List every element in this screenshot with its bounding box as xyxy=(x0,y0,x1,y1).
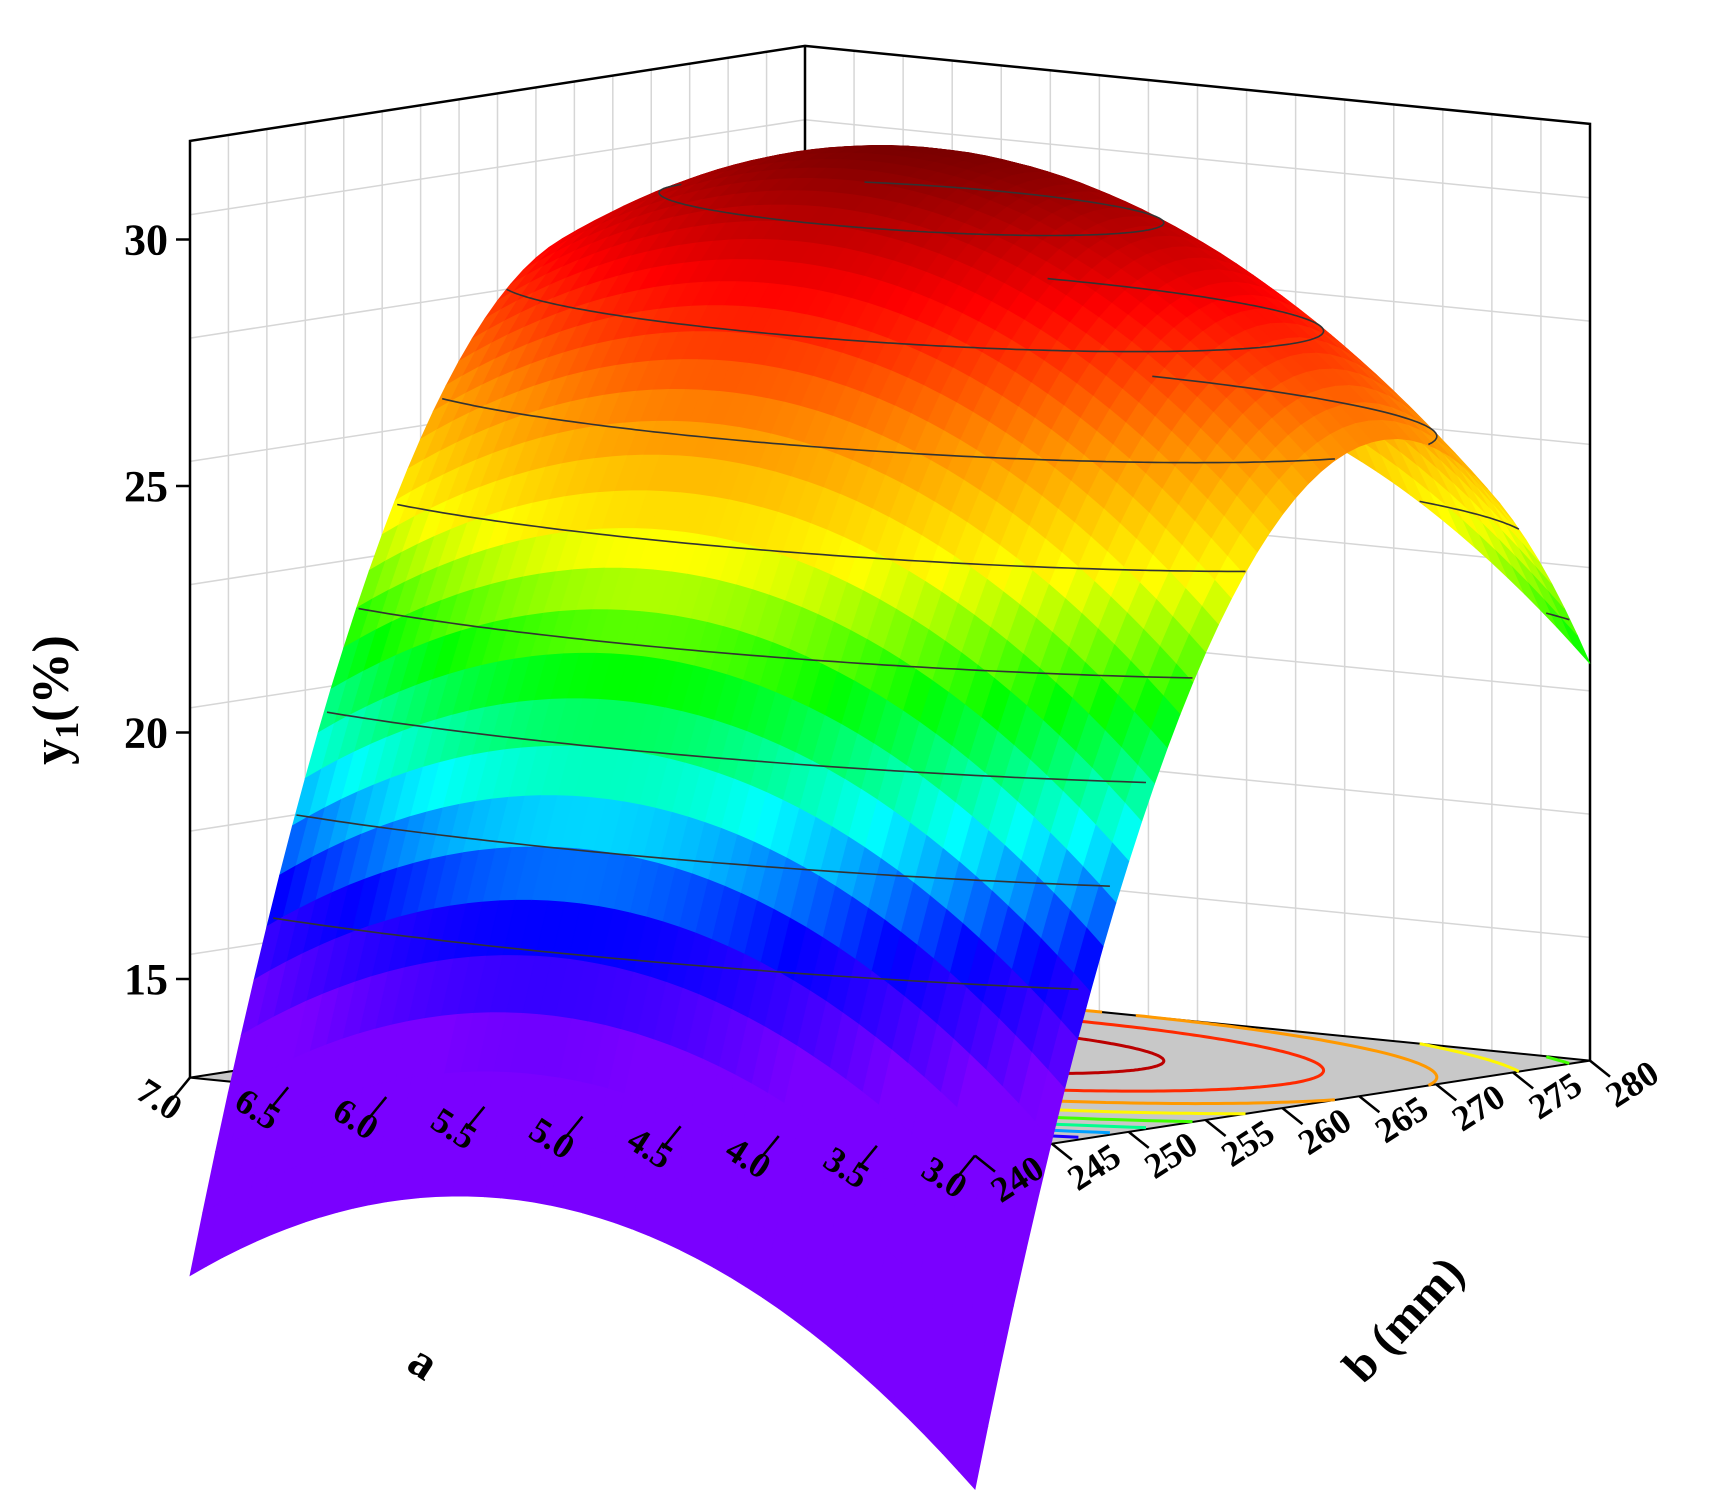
z-axis-title: y1(%) xyxy=(23,635,86,765)
b-tick-label: 280 xyxy=(1599,1052,1666,1115)
b-tick-label: 245 xyxy=(1060,1135,1127,1198)
z-tick-label: 15 xyxy=(124,955,168,1004)
surface-contour xyxy=(326,711,1147,784)
z-tick-label: 20 xyxy=(124,709,168,758)
y-axis-title: b (mm) xyxy=(1333,1246,1474,1392)
z-axis-title-main: y xyxy=(23,739,80,765)
surface-contour xyxy=(1545,612,1570,621)
a-tick xyxy=(857,1145,878,1169)
b-tick xyxy=(1358,1095,1381,1114)
x-axis-title: a xyxy=(399,1333,448,1391)
floor-contour xyxy=(1135,1014,1439,1087)
b-tick-label: 260 xyxy=(1291,1100,1358,1163)
surface-contour xyxy=(358,607,1193,679)
surface-contour xyxy=(506,277,1325,353)
z-axis-title-subscript: 1 xyxy=(49,722,86,739)
b-tick-label: 265 xyxy=(1368,1088,1435,1151)
b-tick xyxy=(1204,1118,1227,1137)
a-tick-label: 7.0 xyxy=(130,1070,190,1128)
surface-contour xyxy=(1152,375,1438,446)
a-tick xyxy=(661,1125,682,1150)
a-tick xyxy=(367,1096,388,1120)
b-tick xyxy=(1127,1130,1150,1149)
b-tick xyxy=(1281,1107,1304,1126)
b-tick xyxy=(1512,1071,1534,1090)
z-tick-label: 25 xyxy=(124,462,168,511)
z-tick-label: 30 xyxy=(124,216,168,265)
surface xyxy=(189,144,1591,1491)
b-tick-label: 270 xyxy=(1445,1076,1512,1139)
surface-contour xyxy=(1419,500,1520,530)
surface-patch xyxy=(958,1407,989,1491)
a-tick xyxy=(465,1106,486,1130)
z-axis-title-unit: (%) xyxy=(23,635,80,722)
a-tick xyxy=(563,1115,584,1140)
a-tick xyxy=(269,1086,290,1111)
b-tick xyxy=(974,1154,996,1173)
b-tick-label: 255 xyxy=(1214,1112,1281,1175)
surface-contour xyxy=(273,917,1079,991)
surface-contour xyxy=(442,397,1335,464)
b-tick-label: 275 xyxy=(1522,1064,1589,1127)
b-tick xyxy=(1435,1083,1458,1102)
surface-contour xyxy=(397,503,1246,573)
surface-contour xyxy=(296,814,1110,887)
a-tick xyxy=(956,1154,976,1179)
a-tick xyxy=(171,1076,191,1101)
surface-contour xyxy=(658,181,1165,237)
a-tick xyxy=(759,1135,780,1159)
b-tick xyxy=(1589,1059,1611,1078)
b-tick-label: 250 xyxy=(1137,1124,1204,1187)
floor-contour xyxy=(1545,1055,1570,1065)
b-tick xyxy=(1051,1142,1073,1161)
floor-contour xyxy=(1419,1042,1520,1073)
